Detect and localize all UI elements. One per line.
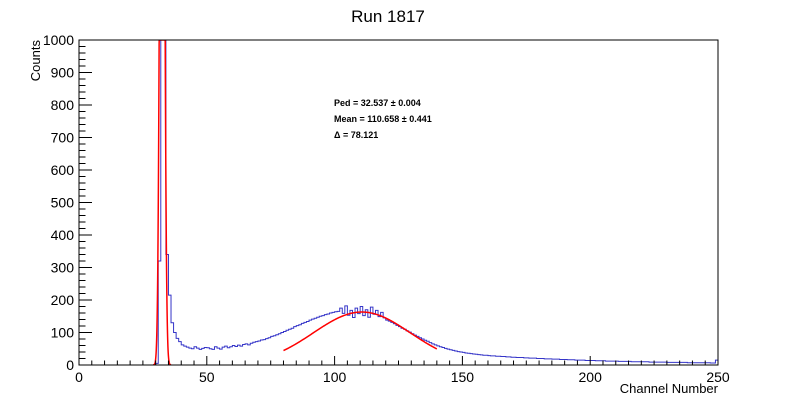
- fit-curve-0: [153, 40, 172, 365]
- ped-annotation: Ped = 32.537 ± 0.004: [334, 98, 421, 108]
- x-tick-label: 100: [323, 369, 347, 385]
- y-tick-label: 100: [51, 325, 75, 341]
- fit-annotations: Ped = 32.537 ± 0.004 Mean = 110.658 ± 0.…: [334, 98, 432, 140]
- axes: 0 50 100 150 200 250 0 100 200 300 400 500 600 700 800…: [43, 32, 730, 385]
- histogram-series-0: [79, 40, 718, 365]
- y-tick-label: 900: [51, 65, 75, 81]
- x-axis-title: Channel Number: [620, 381, 719, 396]
- delta-annotation: Δ = 78.121: [334, 130, 378, 140]
- x-tick-label: 250: [706, 369, 730, 385]
- plot-area: [79, 40, 718, 365]
- y-axis-title: Counts: [28, 40, 43, 82]
- x-tick-label: 0: [75, 369, 83, 385]
- y-tick-label: 800: [51, 97, 75, 113]
- fit-curve-1: [283, 311, 438, 352]
- x-tick-label: 50: [199, 369, 215, 385]
- y-tick-label: 600: [51, 162, 75, 178]
- y-tick-label: 500: [51, 195, 75, 211]
- y-tick-label: 1000: [43, 32, 74, 48]
- y-tick-label: 0: [66, 357, 74, 373]
- chart-title: Run 1817: [351, 7, 425, 26]
- y-tick-label: 200: [51, 292, 75, 308]
- plot-frame: [78, 39, 719, 366]
- y-tick-label: 300: [51, 260, 75, 276]
- mean-annotation: Mean = 110.658 ± 0.441: [334, 114, 432, 124]
- x-tick-label: 150: [451, 369, 475, 385]
- y-tick-label: 700: [51, 130, 75, 146]
- x-tick-label: 200: [579, 369, 603, 385]
- y-tick-label: 400: [51, 227, 75, 243]
